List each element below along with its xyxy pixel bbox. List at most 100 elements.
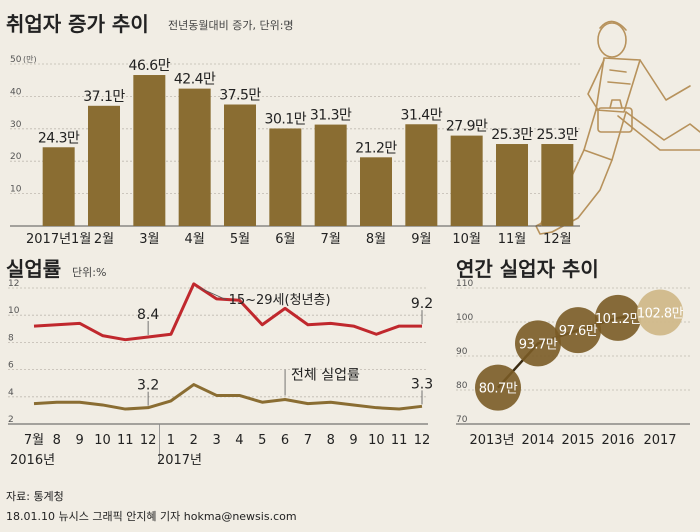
line-x-label: 1 bbox=[167, 433, 175, 448]
bar-category-label: 2017년1월 bbox=[26, 232, 91, 247]
line-x-label: 9 bbox=[349, 433, 357, 448]
line-x-label: 9 bbox=[76, 433, 84, 448]
bar-category-label: 7월 bbox=[321, 232, 341, 247]
credit-text: 18.01.10 뉴시스 그래픽 안지혜 기자 hokma@newsis.com bbox=[6, 510, 297, 523]
bubble bbox=[555, 307, 601, 354]
line-x-label: 7월 bbox=[24, 433, 44, 448]
bar-value-label: 37.5만 bbox=[219, 88, 261, 104]
series-name-total: 전체 실업률 bbox=[291, 368, 360, 384]
series-line bbox=[33, 383, 423, 411]
bubble-ytick-label: 70 bbox=[456, 415, 468, 425]
bar-value-label: 37.1만 bbox=[83, 89, 125, 105]
bar-category-label: 8월 bbox=[366, 232, 386, 247]
bubble bbox=[515, 320, 561, 367]
bar bbox=[450, 135, 483, 226]
bar-unit-label: (만) bbox=[23, 55, 37, 64]
bubble-ytick-label: 80 bbox=[456, 381, 468, 391]
line-chart-title: 실업률 bbox=[6, 257, 62, 281]
line-x-label: 5 bbox=[258, 433, 266, 448]
line-x-label: 10 bbox=[368, 433, 385, 448]
bar bbox=[42, 147, 75, 226]
line-ytick-label: 4 bbox=[8, 388, 14, 398]
line-x-label: 8 bbox=[53, 433, 61, 448]
bubble-value-label: 97.6만 bbox=[559, 324, 598, 339]
bar-value-label: 46.6만 bbox=[129, 58, 171, 74]
bar-value-label: 31.3만 bbox=[310, 108, 352, 124]
line-x-label: 12 bbox=[140, 433, 157, 448]
bar bbox=[178, 88, 211, 227]
bar-value-label: 25.3만 bbox=[491, 127, 533, 143]
bar-category-label: 12월 bbox=[543, 232, 572, 247]
bar bbox=[496, 144, 528, 226]
line-x-label: 10 bbox=[94, 433, 111, 448]
series-line bbox=[33, 282, 422, 342]
bar bbox=[405, 124, 438, 226]
bubble bbox=[595, 294, 641, 341]
bar bbox=[224, 104, 256, 226]
line-x-label: 2 bbox=[190, 433, 198, 448]
bar-category-label: 3월 bbox=[139, 232, 159, 247]
bar bbox=[360, 157, 392, 226]
bubble-category-label: 2013년 bbox=[469, 433, 514, 448]
bar-chart-title: 취업자 증가 추이 bbox=[6, 12, 149, 36]
bar-ytick-label: 30 bbox=[10, 120, 22, 130]
bar bbox=[314, 124, 347, 226]
bar-ytick-label: 50 bbox=[10, 55, 22, 65]
line-x-label: 7 bbox=[304, 433, 312, 448]
bar-category-label: 9월 bbox=[411, 232, 431, 247]
line-chart-subtitle: 단위:% bbox=[72, 266, 107, 279]
bubble-ytick-label: 110 bbox=[456, 279, 473, 289]
line-ytick-label: 12 bbox=[8, 279, 19, 289]
bubble bbox=[637, 289, 683, 336]
bar-ytick-label: 20 bbox=[10, 152, 22, 162]
bar-category-label: 4월 bbox=[185, 232, 205, 247]
bar-category-label: 2월 bbox=[94, 232, 114, 247]
bubble-category-label: 2014 bbox=[521, 433, 554, 448]
bubble-category-label: 2015 bbox=[561, 433, 594, 448]
bubble bbox=[475, 364, 521, 411]
line-x-label: 11 bbox=[117, 433, 134, 448]
line-x-label: 3 bbox=[212, 433, 220, 448]
bar-value-label: 21.2만 bbox=[355, 140, 397, 156]
line-x-label: 8 bbox=[327, 433, 335, 448]
bubble-value-label: 93.7만 bbox=[519, 337, 558, 352]
bubble-ytick-label: 100 bbox=[456, 313, 473, 323]
bar bbox=[541, 144, 574, 226]
line-x-label: 11 bbox=[391, 433, 408, 448]
bar-ytick-label: 10 bbox=[10, 185, 22, 195]
bar-category-label: 5월 bbox=[230, 232, 250, 247]
line-x-label: 4 bbox=[235, 433, 243, 448]
line-value-label: 9.2 bbox=[411, 296, 433, 312]
bubble-value-label: 101.2만 bbox=[595, 312, 642, 327]
year-label-2017: 2017년 bbox=[157, 453, 202, 468]
line-ytick-label: 2 bbox=[8, 415, 14, 425]
bar bbox=[133, 75, 166, 227]
bar-value-label: 31.4만 bbox=[401, 107, 443, 123]
line-ytick-label: 8 bbox=[8, 333, 14, 343]
bar bbox=[88, 105, 120, 226]
line-value-label: 3.2 bbox=[137, 378, 159, 394]
bar bbox=[269, 128, 302, 226]
series-leader-line bbox=[199, 287, 227, 301]
bar-value-label: 25.3만 bbox=[537, 127, 579, 143]
bubble-value-label: 80.7만 bbox=[479, 382, 518, 397]
bar-value-label: 42.4만 bbox=[174, 72, 216, 88]
bar-category-label: 6월 bbox=[275, 232, 295, 247]
bubble-category-label: 2016 bbox=[601, 433, 634, 448]
line-ytick-label: 10 bbox=[8, 306, 20, 316]
bubble-ytick-label: 90 bbox=[456, 347, 468, 357]
line-value-label: 3.3 bbox=[411, 376, 433, 392]
bar-category-label: 10월 bbox=[452, 232, 481, 247]
bar-chart-subtitle: 전년동월대비 증가, 단위:명 bbox=[168, 19, 294, 32]
bar-value-label: 30.1만 bbox=[265, 111, 307, 127]
bubble-chart-title: 연간 실업자 추이 bbox=[456, 257, 599, 281]
bar-value-label: 24.3만 bbox=[38, 130, 80, 146]
year-label-2016: 2016년 bbox=[10, 453, 55, 468]
bubble-category-label: 2017 bbox=[643, 433, 676, 448]
series-name-youth: 15~29세(청년층) bbox=[229, 293, 331, 308]
source-text: 자료: 통계청 bbox=[6, 490, 64, 503]
line-x-label: 12 bbox=[414, 433, 431, 448]
line-ytick-label: 6 bbox=[8, 361, 14, 371]
bar-value-label: 27.9만 bbox=[446, 119, 488, 135]
